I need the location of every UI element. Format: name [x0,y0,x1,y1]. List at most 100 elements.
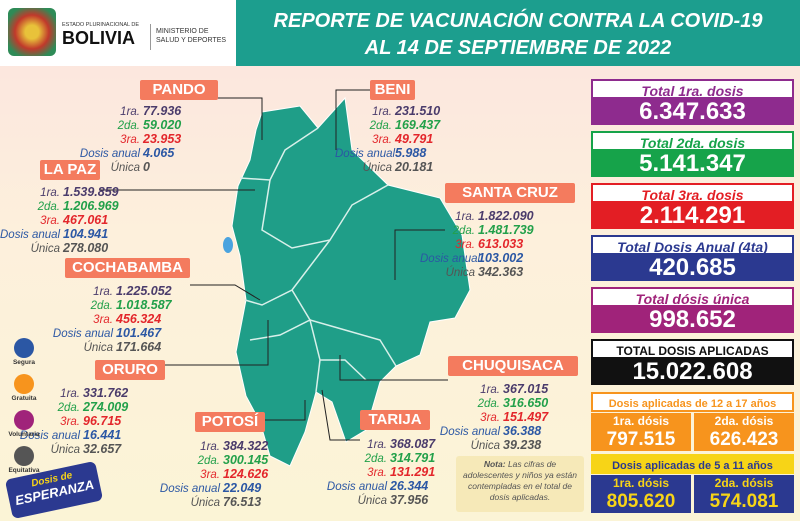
dose-label: 2da. [452,225,475,237]
dose-value: 278.080 [63,241,109,255]
dose-value: 26.344 [390,479,429,493]
dose-row: Dosis anual 36.388 [420,424,541,439]
dose-value: 314.791 [390,451,436,465]
dose-row: 3ra. 131.291 [320,465,435,480]
dose-row: 1ra. 368.087 [320,437,435,452]
dose-label: 2da. [37,201,60,213]
total-label: Total 3ra. dosis [591,183,794,203]
dose-value: 23.953 [143,132,182,146]
age-dose-label: 1ra. dósis [591,413,691,429]
dose-row: 1ra. 384.322 [150,439,268,454]
dose-label: 2da. [369,120,392,132]
border [239,127,319,181]
dose-row: 1ra. 1.539.859 [0,185,118,200]
dose-value: 1.822.090 [478,209,534,223]
age-title: Dosis aplicadas de 12 a 17 años [591,392,794,412]
dose-value: 36.388 [503,424,542,438]
dose-value: 59.020 [143,118,182,132]
dose-label: 1ra. [455,211,475,223]
department-name: POTOSÍ [195,412,265,432]
dose-label: Única [30,243,60,255]
icon-label: Equitativa [8,467,40,474]
icon [14,446,34,466]
dose-label: 3ra. [120,134,140,146]
dose-row: 1ra. 1.225.052 [40,284,171,299]
dose-value: 131.291 [390,465,436,479]
dose-label: 3ra. [372,134,392,146]
age-dose-value: 805.620 [591,491,691,513]
dose-label: Única [50,444,80,456]
dose-value: 300.145 [223,453,269,467]
dose-value: 171.664 [116,340,162,354]
logo-area: ESTADO PLURINACIONAL DE BOLIVIA MINISTER… [0,0,236,66]
dose-row: Única 37.956 [320,493,429,508]
dose-label: 2da. [477,398,500,410]
dose-row: 2da. 1.206.969 [0,199,119,214]
dose-row: 2da. 314.791 [320,451,436,466]
dose-value: 1.206.969 [63,199,119,213]
dose-row: Dosis anual 22.049 [150,481,261,496]
dose-value: 22.049 [223,481,262,495]
dose-label: 1ra. [40,187,60,199]
dose-value: 124.626 [223,467,269,481]
dose-row: 1ra. 1.822.090 [420,209,534,224]
dose-label: Dosis anual [335,148,396,160]
dose-value: 5.988 [395,146,427,160]
dose-label: 1ra. [200,441,220,453]
age-title: Dosis aplicadas de 5 a 11 años [591,454,794,474]
dose-label: 2da. [117,120,140,132]
dose-label: Única [110,162,140,174]
dose-value: 77.936 [143,104,182,118]
dose-row: Única 342.363 [420,265,524,280]
dose-row: 3ra. 23.953 [52,132,181,147]
dose-label: 3ra. [40,215,60,227]
dose-row: Única 20.181 [335,160,434,175]
dose-label: 2da. [197,455,220,467]
dose-label: 1ra. [367,439,387,451]
age-dose-label: 1ra. dósis [591,475,691,491]
dose-value: 231.510 [395,104,441,118]
dose-label: 3ra. [455,239,475,251]
dose-label: Única [362,162,392,174]
connectors [100,89,448,441]
dose-value: 104.941 [63,227,109,241]
dose-label: 1ra. [60,388,80,400]
dose-row: Dosis anual103.002 [420,251,523,266]
note-lead: Nota: [483,459,506,469]
border [291,289,397,367]
dose-label: 2da. [90,300,113,312]
total-label: Total dósis única [591,287,794,307]
dose-row: Dosis anual5.988 [335,146,426,161]
age-dose-value: 574.081 [694,491,794,513]
dose-value: 467.061 [63,213,109,227]
dose-row: 2da. 300.145 [150,453,269,468]
dose-row: 2da. 59.020 [52,118,182,133]
dose-label: Única [445,267,475,279]
age-dose-value: 626.423 [694,429,794,451]
dose-value: 274.009 [83,400,129,414]
department-name: CHUQUISACA [448,356,578,376]
dose-value: 1.481.739 [478,223,534,237]
total-value: 5.141.347 [591,151,794,177]
dose-label: Única [357,495,387,507]
dose-row: 3ra. 151.497 [420,410,548,425]
border [261,179,389,249]
total-value: 15.022.608 [591,359,794,385]
dose-row: 1ra. 367.015 [420,382,548,397]
dose-row: 2da. 274.009 [0,400,129,415]
dose-row: Única 76.513 [150,495,262,510]
dose-value: 103.002 [478,251,524,265]
dose-label: 3ra. [480,412,500,424]
note: Nota: Las cifras de adolescentes y niños… [456,456,584,512]
dose-label: 1ra. [120,106,140,118]
total-value: 420.685 [591,255,794,281]
dose-value: 384.322 [223,439,269,453]
dose-label: 1ra. [372,106,392,118]
dose-row: Dosis anual 4.065 [52,146,174,161]
icon-label: Segura [12,359,36,366]
ministry-line1: MINISTERIO DE [156,28,209,35]
dose-label: 3ra. [200,469,220,481]
dose-value: 613.033 [478,237,524,251]
dose-label: Dosis anual [420,253,481,265]
